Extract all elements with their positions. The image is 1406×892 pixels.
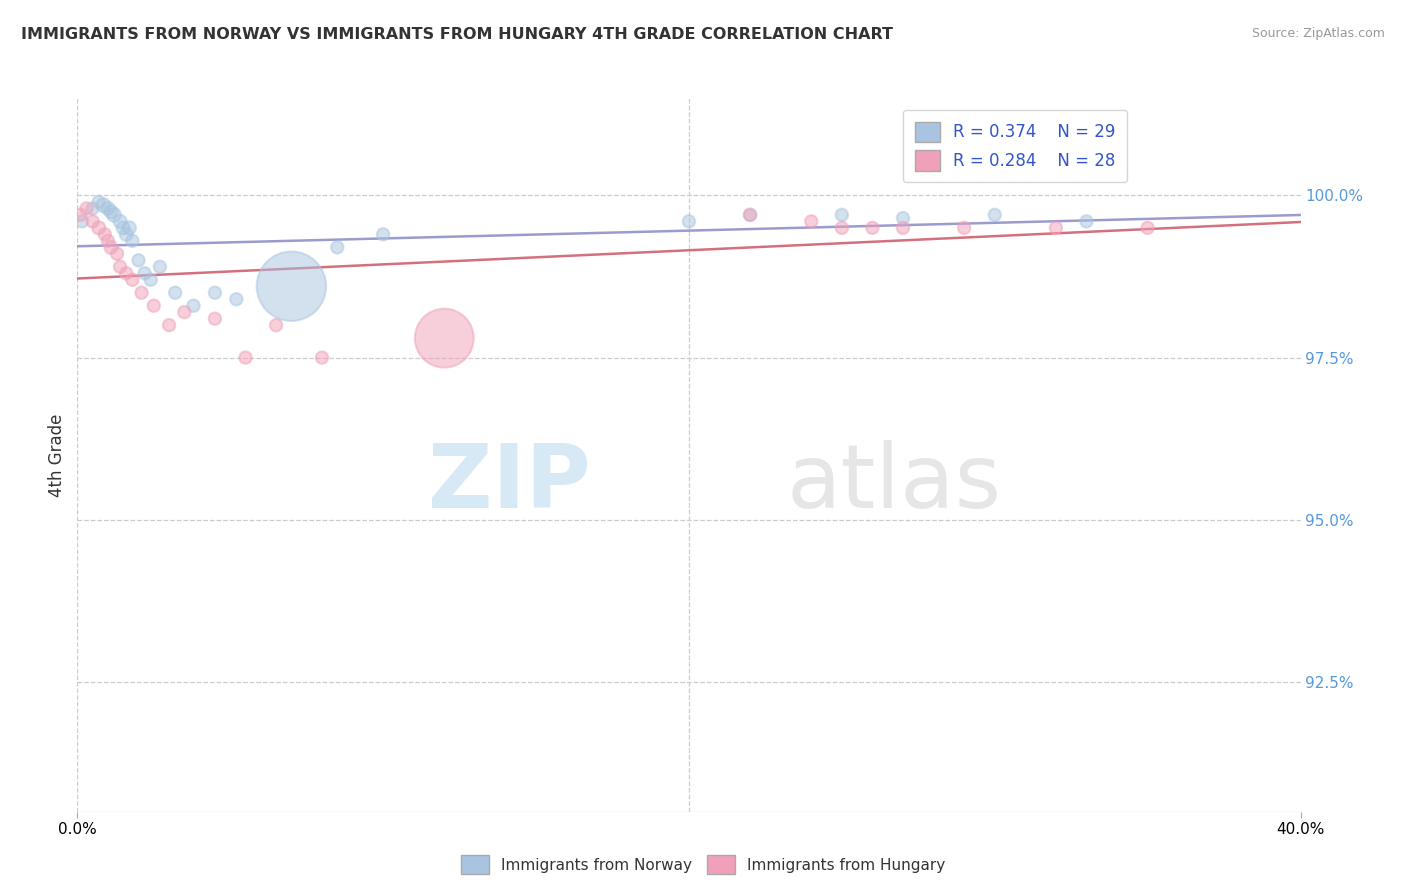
Point — [149, 260, 172, 274]
Point — [984, 208, 1007, 222]
Point — [1136, 220, 1159, 235]
Text: atlas: atlas — [787, 440, 1002, 527]
Point — [94, 227, 117, 242]
Point — [678, 214, 700, 228]
Point — [97, 234, 120, 248]
Point — [103, 208, 125, 222]
Point — [1076, 214, 1098, 228]
Point — [91, 198, 114, 212]
Text: Source: ZipAtlas.com: Source: ZipAtlas.com — [1251, 27, 1385, 40]
Text: IMMIGRANTS FROM NORWAY VS IMMIGRANTS FROM HUNGARY 4TH GRADE CORRELATION CHART: IMMIGRANTS FROM NORWAY VS IMMIGRANTS FRO… — [21, 27, 893, 42]
Point — [183, 299, 205, 313]
Point — [70, 214, 93, 228]
Point — [142, 299, 165, 313]
Point — [100, 204, 122, 219]
Point — [82, 214, 104, 228]
Point — [112, 220, 135, 235]
Point — [1045, 220, 1067, 235]
Point — [97, 202, 120, 216]
Point — [121, 234, 143, 248]
Point — [891, 220, 914, 235]
Point — [862, 220, 884, 235]
Point — [100, 240, 122, 254]
Point — [740, 208, 762, 222]
Point — [121, 273, 143, 287]
Point — [115, 227, 138, 242]
Point — [831, 220, 853, 235]
Point — [311, 351, 333, 365]
Point — [69, 208, 91, 222]
Text: ZIP: ZIP — [429, 440, 591, 527]
Point — [891, 211, 914, 226]
Point — [139, 273, 162, 287]
Point — [108, 214, 131, 228]
Point — [433, 331, 456, 345]
Point — [225, 292, 247, 306]
Point — [953, 220, 976, 235]
Y-axis label: 4th Grade: 4th Grade — [48, 413, 66, 497]
Point — [204, 285, 226, 300]
Point — [131, 285, 153, 300]
Point — [118, 220, 141, 235]
Point — [165, 285, 187, 300]
Point — [831, 208, 853, 222]
Point — [280, 279, 302, 293]
Point — [87, 194, 110, 209]
Point — [87, 220, 110, 235]
Point — [235, 351, 257, 365]
Point — [264, 318, 287, 333]
Point — [204, 311, 226, 326]
Point — [82, 202, 104, 216]
Point — [134, 266, 156, 280]
Legend: Immigrants from Norway, Immigrants from Hungary: Immigrants from Norway, Immigrants from … — [456, 849, 950, 880]
Point — [127, 253, 149, 268]
Legend: R = 0.374    N = 29, R = 0.284    N = 28: R = 0.374 N = 29, R = 0.284 N = 28 — [903, 110, 1128, 182]
Point — [115, 266, 138, 280]
Point — [326, 240, 349, 254]
Point — [157, 318, 180, 333]
Point — [76, 202, 98, 216]
Point — [371, 227, 394, 242]
Point — [108, 260, 131, 274]
Point — [105, 247, 128, 261]
Point — [800, 214, 823, 228]
Point — [173, 305, 195, 319]
Point — [740, 208, 762, 222]
